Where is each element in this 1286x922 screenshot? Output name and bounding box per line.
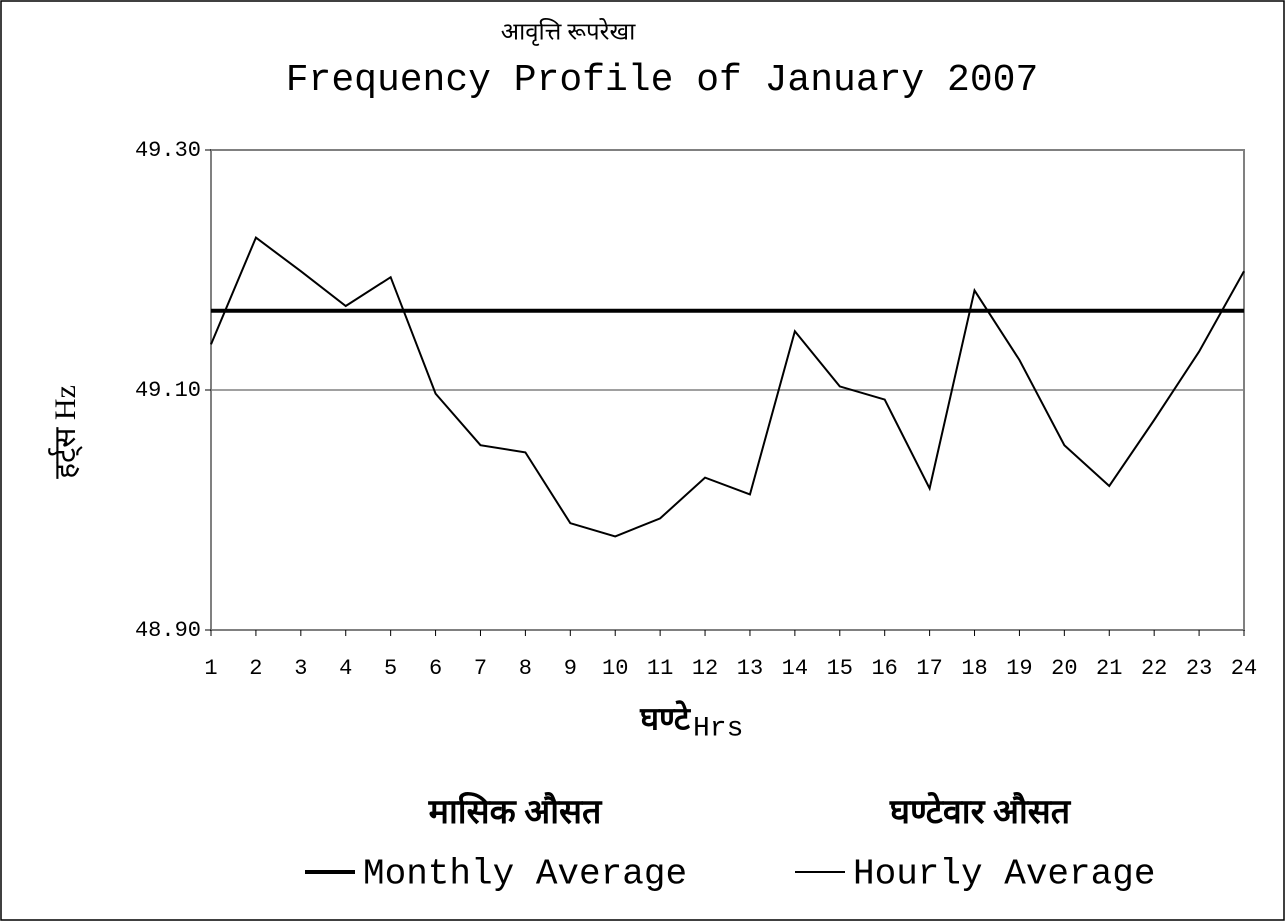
x-tick-label: 7	[474, 656, 487, 681]
x-tick-label: 12	[692, 656, 718, 681]
x-tick-label: 5	[384, 656, 397, 681]
x-tick-label: 6	[429, 656, 442, 681]
x-tick-label: 22	[1141, 656, 1167, 681]
x-tick-label: 2	[249, 656, 262, 681]
x-tick-label: 24	[1231, 656, 1257, 681]
x-tick-label: 4	[339, 656, 352, 681]
x-tick-label: 10	[602, 656, 628, 681]
x-tick-label: 23	[1186, 656, 1212, 681]
y-tick-label: 48.90	[135, 618, 201, 643]
x-tick-label: 13	[737, 656, 763, 681]
x-tick-label: 8	[519, 656, 532, 681]
x-tick-label: 18	[961, 656, 987, 681]
legend-label-hi: मासिक औसत	[428, 791, 603, 831]
x-tick-label: 1	[204, 656, 217, 681]
x-axis-label-hi: घण्टे	[639, 699, 692, 736]
x-tick-label: 9	[564, 656, 577, 681]
x-tick-label: 17	[916, 656, 942, 681]
legend-label: Monthly Average	[363, 854, 687, 895]
chart-title: Frequency Profile of January 2007	[286, 59, 1039, 102]
x-tick-label: 20	[1051, 656, 1077, 681]
series-line	[210, 236, 1245, 538]
x-tick-label: 3	[294, 656, 307, 681]
y-tick-label: 49.10	[135, 378, 201, 403]
x-tick-label: 21	[1096, 656, 1122, 681]
legend-label: Hourly Average	[853, 854, 1155, 895]
legend-label-hi: घण्टेवार औसत	[889, 791, 1072, 831]
x-tick-label: 11	[647, 656, 673, 681]
y-axis-label: हर्ट्स Hz	[48, 385, 83, 479]
x-axis-label: Hrs	[693, 713, 743, 744]
x-tick-label: 16	[871, 656, 897, 681]
x-tick-label: 19	[1006, 656, 1032, 681]
chart-subtitle: आवृत्ति रूपरेखा	[501, 18, 636, 47]
x-tick-label: 14	[782, 656, 808, 681]
y-tick-label: 49.30	[135, 138, 201, 163]
x-tick-label: 15	[827, 656, 853, 681]
